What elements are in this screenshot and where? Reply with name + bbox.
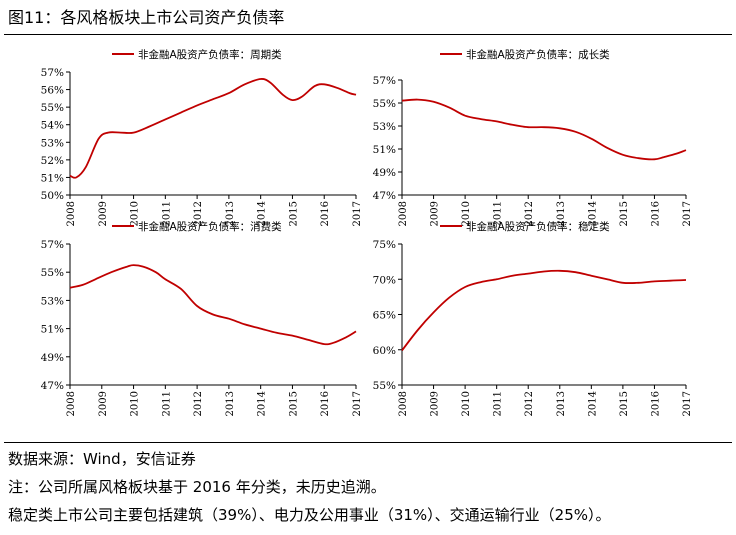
y-tick-label-growth: 53%: [373, 121, 396, 133]
y-tick-label-growth: 49%: [373, 167, 396, 179]
y-tick-label-stable: 70%: [373, 274, 396, 286]
x-tick-label-cyclical: 2013: [225, 201, 236, 226]
x-tick-label-growth: 2017: [682, 201, 693, 226]
series-line-consumer: [69, 264, 357, 346]
x-tick-label-stable: 2008: [398, 391, 409, 416]
series-line-growth: [401, 98, 687, 161]
figure-title: 图11：各风格板块上市公司资产负债率: [8, 8, 285, 27]
x-tick-label-stable: 2017: [682, 391, 693, 416]
x-tick-label-consumer: 2014: [257, 391, 268, 416]
x-tick-label-consumer: 2015: [288, 391, 299, 416]
y-tick-label-stable: 55%: [373, 380, 396, 392]
top-rule: [4, 34, 732, 35]
y-tick-label-growth: 47%: [373, 190, 396, 202]
x-tick-label-cyclical: 2010: [130, 201, 141, 226]
x-tick-label-stable: 2013: [556, 391, 567, 416]
x-tick-label-consumer: 2011: [161, 391, 172, 416]
x-tick-label-cyclical: 2012: [193, 201, 204, 226]
chart-panel-cyclical: 50% 51% 52% 53% 54% 55% 56% 57% 2008 2009 2010 2011…: [41, 48, 363, 226]
x-tick-label-consumer: 2016: [320, 391, 331, 416]
x-tick-label-growth: 2013: [556, 201, 567, 226]
legend-label-consumer: 非金融A股资产负债率：消费类: [138, 220, 282, 233]
chart-panel-consumer: 47% 49% 51% 53% 55% 57% 2008 2009 2010 2011 2012 20…: [41, 220, 363, 416]
x-tick-label-consumer: 2012: [193, 391, 204, 416]
x-tick-label-growth: 2008: [398, 201, 409, 226]
y-tick-label-cyclical: 50%: [41, 190, 64, 202]
x-tick-label-cyclical: 2011: [161, 201, 172, 226]
x-tick-label-cyclical: 2015: [288, 201, 299, 226]
y-tick-label-cyclical: 52%: [41, 155, 64, 167]
x-tick-label-consumer: 2010: [130, 391, 141, 416]
y-tick-label-growth: 55%: [373, 98, 396, 110]
y-tick-label-cyclical: 54%: [41, 120, 64, 132]
y-tick-label-cyclical: 51%: [41, 172, 64, 184]
x-tick-label-stable: 2012: [524, 391, 535, 416]
x-tick-label-cyclical: 2016: [320, 201, 331, 226]
legend-label-growth: 非金融A股资产负债率：成长类: [466, 48, 610, 61]
x-tick-label-growth: 2009: [430, 201, 441, 226]
bottom-rule: [4, 442, 732, 443]
chart-panel-growth: 47% 49% 51% 53% 55% 57% 2008 2009 2010 2011 2012 20…: [373, 48, 693, 226]
y-tick-label-cyclical: 57%: [41, 67, 64, 79]
x-tick-label-cyclical: 2017: [352, 201, 363, 226]
x-tick-label-consumer: 2008: [66, 391, 77, 416]
y-tick-label-growth: 51%: [373, 144, 396, 156]
y-tick-label-stable: 75%: [373, 239, 396, 251]
y-tick-label-consumer: 47%: [41, 380, 64, 392]
x-tick-label-stable: 2014: [587, 391, 598, 416]
chart-panel-stable: 55% 60% 65% 70% 75% 2008 2009 2010 2011 2012 2013 2…: [373, 220, 693, 416]
x-tick-label-cyclical: 2008: [66, 201, 77, 226]
x-tick-label-consumer: 2017: [352, 391, 363, 416]
legend-label-stable: 非金融A股资产负债率：稳定类: [466, 220, 610, 233]
source-note: 数据来源：Wind，安信证券: [8, 450, 196, 468]
composition-note: 稳定类上市公司主要包括建筑（39%）、电力及公用事业（31%）、交通运输行业（2…: [8, 506, 611, 524]
y-tick-label-consumer: 49%: [41, 352, 64, 364]
x-tick-label-stable: 2015: [619, 391, 630, 416]
x-tick-label-stable: 2009: [430, 391, 441, 416]
x-tick-label-growth: 2015: [619, 201, 630, 226]
y-tick-label-stable: 60%: [373, 345, 396, 357]
y-tick-label-stable: 65%: [373, 310, 396, 322]
y-tick-label-consumer: 57%: [41, 239, 64, 251]
x-tick-label-cyclical: 2014: [257, 201, 268, 226]
y-tick-label-consumer: 55%: [41, 267, 64, 279]
series-line-cyclical: [69, 78, 357, 179]
x-tick-label-stable: 2010: [461, 391, 472, 416]
x-tick-label-growth: 2014: [587, 201, 598, 226]
x-tick-label-consumer: 2013: [225, 391, 236, 416]
x-tick-label-stable: 2011: [493, 391, 504, 416]
x-tick-label-growth: 2016: [650, 201, 661, 226]
y-tick-label-cyclical: 53%: [41, 137, 64, 149]
legend-label-cyclical: 非金融A股资产负债率：周期类: [138, 48, 282, 61]
y-tick-label-cyclical: 56%: [41, 85, 64, 97]
y-tick-label-cyclical: 55%: [41, 102, 64, 114]
x-tick-label-growth: 2012: [524, 201, 535, 226]
x-tick-label-stable: 2016: [650, 391, 661, 416]
x-tick-label-growth: 2010: [461, 201, 472, 226]
y-tick-label-growth: 57%: [373, 75, 396, 87]
y-tick-label-consumer: 51%: [41, 324, 64, 336]
x-tick-label-consumer: 2009: [98, 391, 109, 416]
x-tick-label-cyclical: 2009: [98, 201, 109, 226]
series-line-stable: [401, 269, 687, 352]
charts-canvas: 50% 51% 52% 53% 54% 55% 56% 57% 2008 2009 2010 2011…: [41, 48, 693, 416]
y-tick-label-consumer: 53%: [41, 295, 64, 307]
classification-note: 注：公司所属风格板块基于 2016 年分类，未历史追溯。: [8, 478, 386, 496]
x-tick-label-growth: 2011: [493, 201, 504, 226]
